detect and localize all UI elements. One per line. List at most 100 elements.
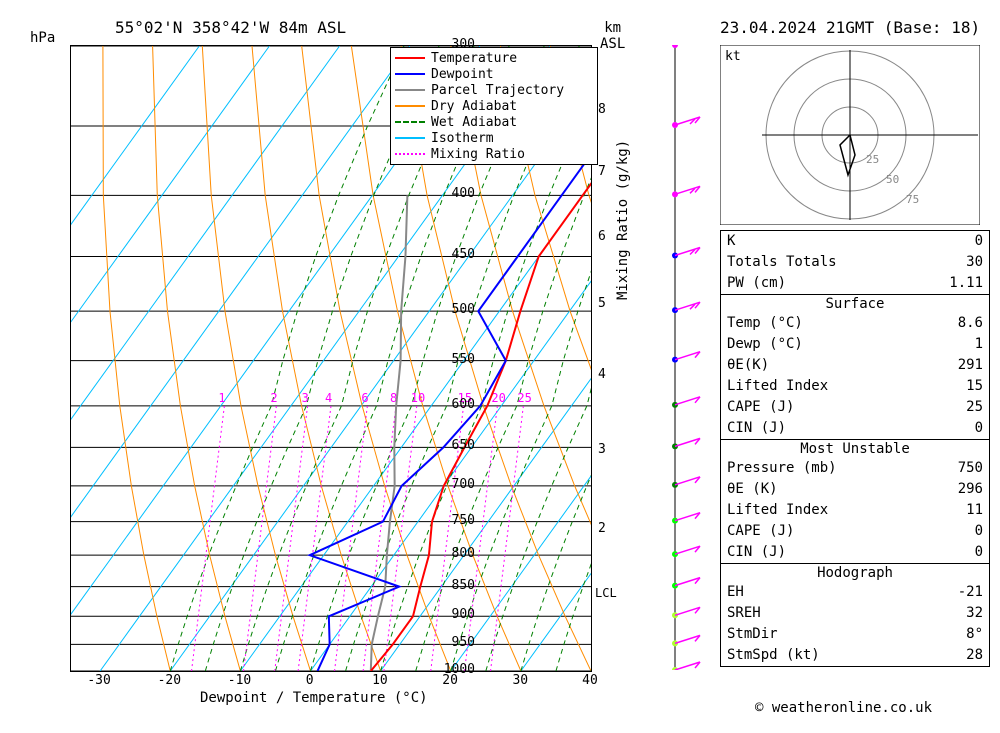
legend-item: Dry Adiabat: [395, 98, 593, 114]
data-label: StmDir: [727, 624, 933, 645]
legend-item: Parcel Trajectory: [395, 82, 593, 98]
data-value: 1.11: [933, 273, 983, 294]
pressure-tick: 800: [435, 546, 475, 561]
data-row: Temp (°C)8.6: [721, 313, 989, 334]
data-row: CAPE (J)25: [721, 397, 989, 418]
sounding-diagram-container: 55°02'N 358°42'W 84m ASL 23.04.2024 21GM…: [0, 0, 1000, 733]
lcl-label: LCL: [595, 586, 617, 600]
indices-section: HodographEH-21SREH32StmDir8°StmSpd (kt)2…: [721, 563, 989, 666]
data-value: 0: [933, 521, 983, 542]
mixing-ratio-axis-label: Mixing Ratio (g/kg): [615, 140, 631, 300]
section-title: Hodograph: [721, 564, 989, 582]
data-value: 8.6: [933, 313, 983, 334]
data-value: 25: [933, 397, 983, 418]
data-label: Temp (°C): [727, 313, 933, 334]
data-label: Lifted Index: [727, 500, 933, 521]
data-label: StmSpd (kt): [727, 645, 933, 666]
data-value: 0: [933, 231, 983, 252]
data-label: Dewp (°C): [727, 334, 933, 355]
data-label: Lifted Index: [727, 376, 933, 397]
pressure-tick: 850: [435, 578, 475, 593]
indices-section: SurfaceTemp (°C)8.6Dewp (°C)1θE(K)291Lif…: [721, 294, 989, 439]
datetime-title: 23.04.2024 21GMT (Base: 18): [720, 18, 980, 37]
data-value: 1: [933, 334, 983, 355]
data-row: CAPE (J)0: [721, 521, 989, 542]
temp-tick: -10: [225, 673, 255, 688]
data-row: CIN (J)0: [721, 542, 989, 563]
data-value: 28: [933, 645, 983, 666]
chart-legend: TemperatureDewpointParcel TrajectoryDry …: [390, 47, 598, 165]
pressure-tick: 500: [435, 302, 475, 317]
data-row: EH-21: [721, 582, 989, 603]
data-row: K0: [721, 231, 989, 252]
temp-tick: 20: [435, 673, 465, 688]
data-label: CAPE (J): [727, 397, 933, 418]
data-row: θE (K)296: [721, 479, 989, 500]
altitude-tick: 6: [598, 229, 606, 244]
data-row: Lifted Index15: [721, 376, 989, 397]
svg-text:6: 6: [361, 391, 368, 405]
section-title: Most Unstable: [721, 440, 989, 458]
svg-text:25: 25: [866, 153, 879, 166]
pressure-tick: 400: [435, 186, 475, 201]
pressure-tick: 600: [435, 397, 475, 412]
indices-section: K0Totals Totals30PW (cm)1.11: [721, 231, 989, 294]
altitude-tick: 2: [598, 521, 606, 536]
data-row: Dewp (°C)1: [721, 334, 989, 355]
temp-tick: -20: [154, 673, 184, 688]
svg-text:4: 4: [325, 391, 332, 405]
pressure-tick: 650: [435, 438, 475, 453]
data-value: 32: [933, 603, 983, 624]
data-row: StmSpd (kt)28: [721, 645, 989, 666]
data-row: StmDir8°: [721, 624, 989, 645]
data-value: 15: [933, 376, 983, 397]
legend-item: Dewpoint: [395, 66, 593, 82]
temp-tick: 30: [505, 673, 535, 688]
temp-tick: 40: [575, 673, 605, 688]
copyright-text: © weatheronline.co.uk: [755, 700, 932, 716]
legend-item: Temperature: [395, 50, 593, 66]
legend-item: Wet Adiabat: [395, 114, 593, 130]
data-label: Totals Totals: [727, 252, 933, 273]
data-value: 0: [933, 542, 983, 563]
altitude-tick: 3: [598, 442, 606, 457]
altitude-axis-label: kmASL: [600, 20, 625, 52]
data-label: EH: [727, 582, 933, 603]
svg-text:1: 1: [218, 391, 225, 405]
data-row: Totals Totals30: [721, 252, 989, 273]
data-label: θE (K): [727, 479, 933, 500]
legend-item: Mixing Ratio: [395, 146, 593, 162]
pressure-tick: 450: [435, 247, 475, 262]
pressure-tick: 900: [435, 607, 475, 622]
svg-text:2: 2: [270, 391, 277, 405]
temp-tick: -30: [84, 673, 114, 688]
data-label: Pressure (mb): [727, 458, 933, 479]
data-value: 0: [933, 418, 983, 439]
legend-item: Isotherm: [395, 130, 593, 146]
temp-tick: 10: [365, 673, 395, 688]
data-label: CAPE (J): [727, 521, 933, 542]
pressure-tick: 750: [435, 513, 475, 528]
data-label: K: [727, 231, 933, 252]
data-value: -21: [933, 582, 983, 603]
pressure-tick: 950: [435, 635, 475, 650]
svg-text:25: 25: [517, 391, 531, 405]
data-value: 750: [933, 458, 983, 479]
altitude-tick: 7: [598, 164, 606, 179]
temperature-axis-label: Dewpoint / Temperature (°C): [200, 690, 428, 706]
indices-table: K0Totals Totals30PW (cm)1.11SurfaceTemp …: [720, 230, 990, 667]
data-row: PW (cm)1.11: [721, 273, 989, 294]
pressure-tick: 700: [435, 477, 475, 492]
svg-text:kt: kt: [725, 49, 741, 64]
altitude-tick: 4: [598, 367, 606, 382]
svg-text:75: 75: [906, 193, 919, 206]
data-value: 291: [933, 355, 983, 376]
altitude-tick: 8: [598, 102, 606, 117]
svg-text:50: 50: [886, 173, 899, 186]
data-label: CIN (J): [727, 418, 933, 439]
data-value: 296: [933, 479, 983, 500]
hodograph-chart: 25 50 75 kt: [720, 45, 980, 225]
indices-section: Most UnstablePressure (mb)750θE (K)296Li…: [721, 439, 989, 563]
pressure-axis-label: hPa: [30, 30, 55, 46]
altitude-tick: 5: [598, 296, 606, 311]
